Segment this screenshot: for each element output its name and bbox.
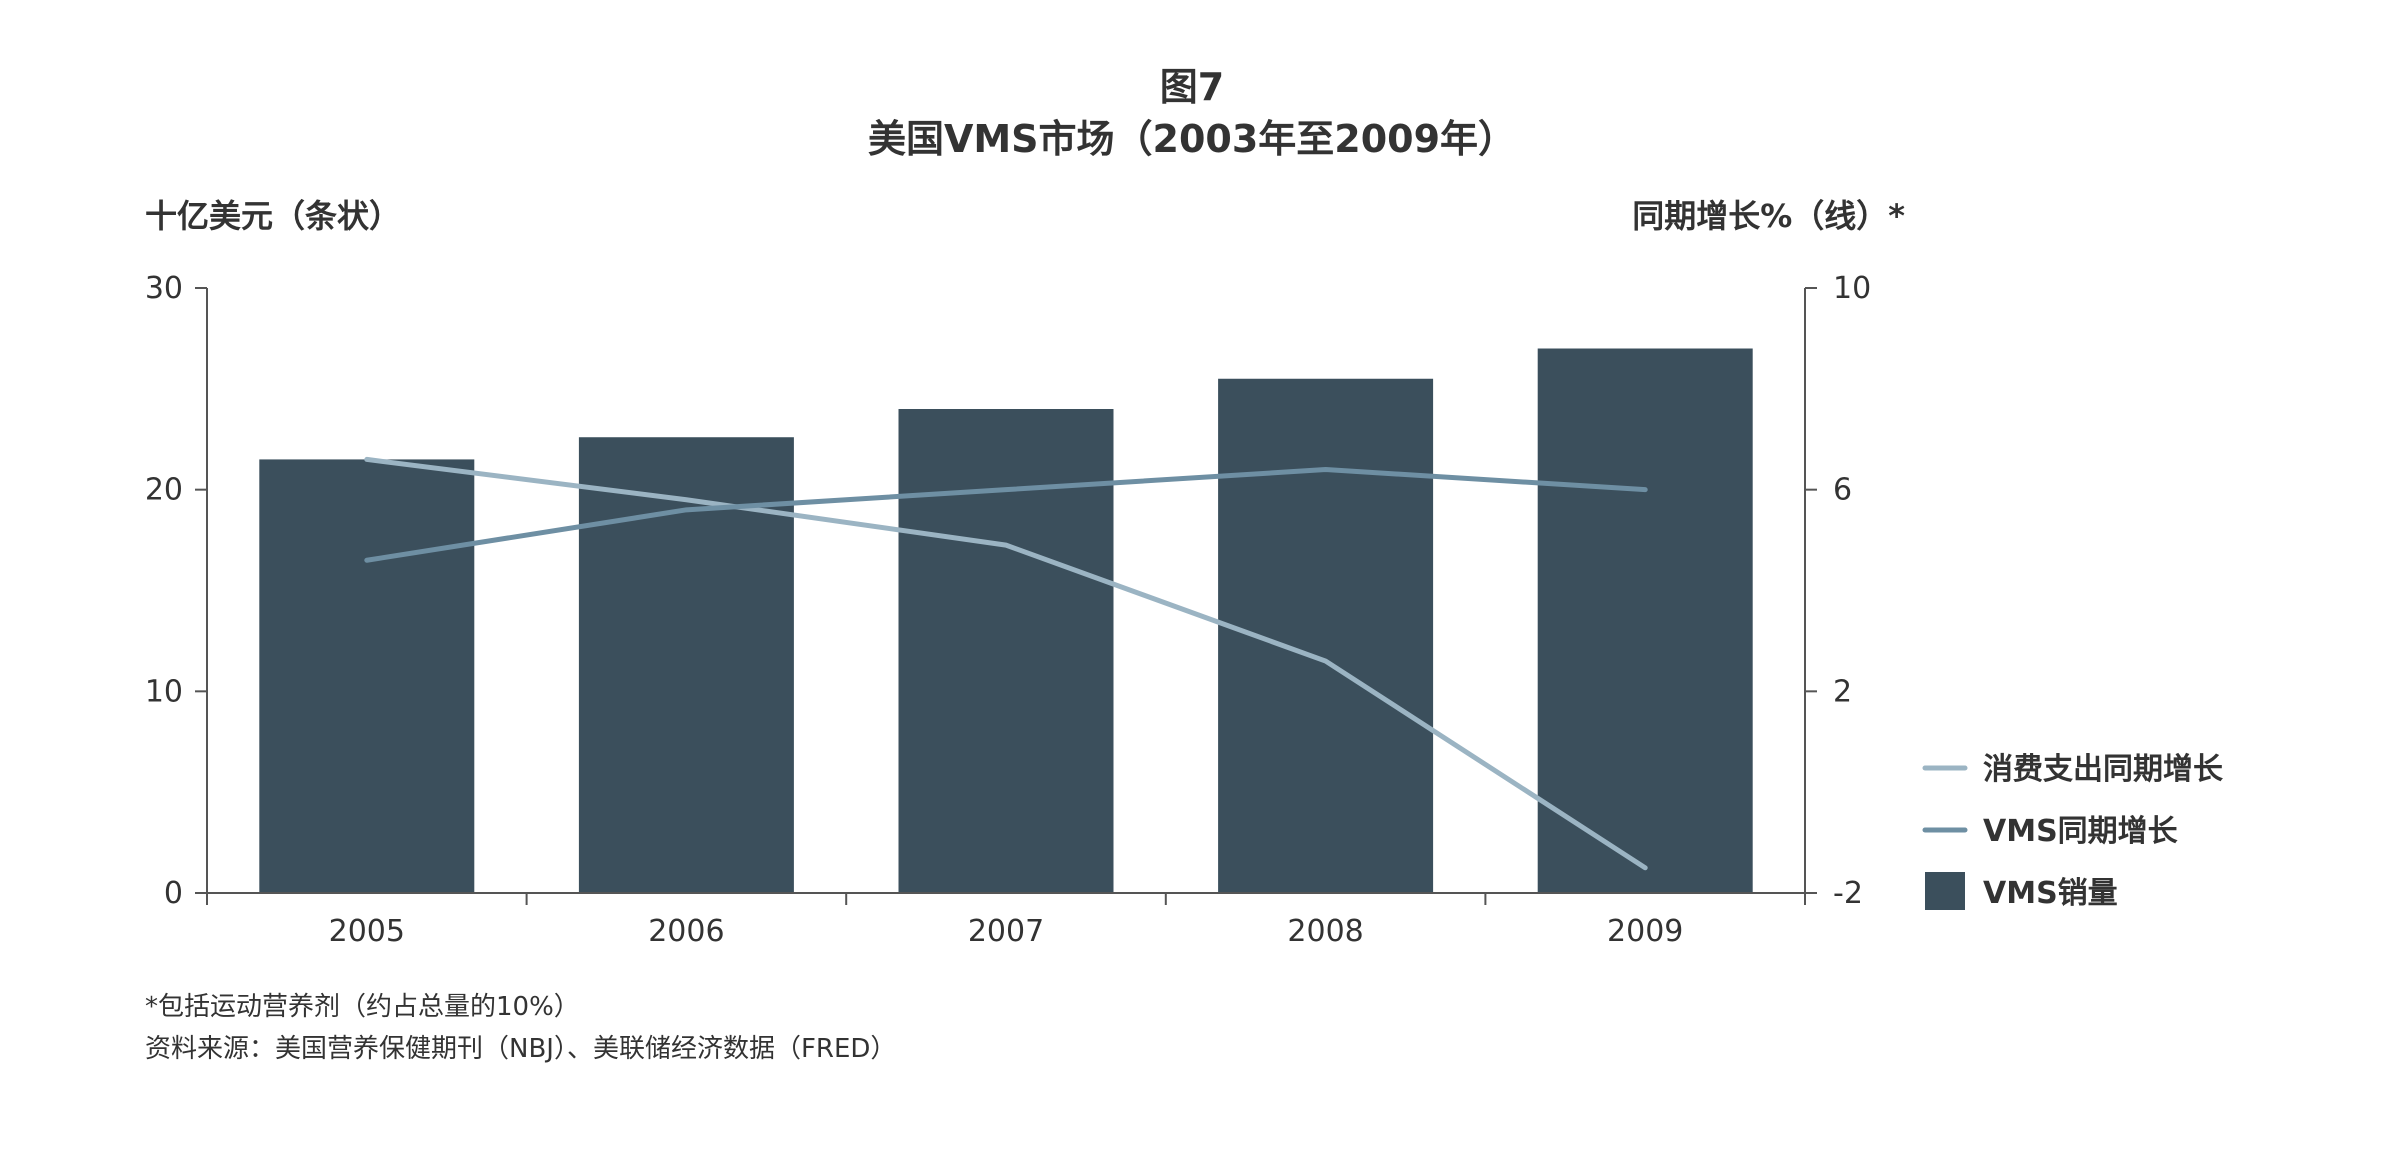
chart-subtitle: 美国VMS市场（2003年至2009年） xyxy=(868,117,1516,161)
bar-2005 xyxy=(259,459,475,893)
axes-layer: 0 10 20 30 -2 2 6 10 2005 2006 2007 2008 2009 xyxy=(145,271,1871,949)
bar-2006 xyxy=(578,437,794,893)
legend-label: VMS同期增长 xyxy=(1983,814,2178,849)
x-tick-label: 2006 xyxy=(648,914,724,949)
left-tick-label: 10 xyxy=(145,674,183,709)
line-消费支出同期增长 xyxy=(364,456,1648,871)
lines-layer xyxy=(364,456,1648,871)
x-tick-label: 2009 xyxy=(1607,914,1683,949)
bars-layer xyxy=(259,348,1753,893)
left-tick-label: 30 xyxy=(145,271,183,306)
x-tick-label: 2007 xyxy=(968,914,1044,949)
x-tick-label: 2008 xyxy=(1287,914,1363,949)
right-tick-label: 6 xyxy=(1833,473,1852,508)
right-tick-label: 2 xyxy=(1833,674,1852,709)
left-axis-title: 十亿美元（条状） xyxy=(145,197,401,235)
line-VMS同期增长 xyxy=(364,467,1648,563)
footnote: *包括运动营养剂（约占总量的10%） xyxy=(145,992,580,1022)
right-tick-label: -2 xyxy=(1833,876,1863,911)
chart-title: 图7 xyxy=(1160,65,1224,109)
legend-label: 消费支出同期增长 xyxy=(1983,752,2223,787)
legend-swatch-bar xyxy=(1925,872,1965,910)
bar-2009 xyxy=(1537,348,1753,893)
left-tick-label: 20 xyxy=(145,473,183,508)
legend: 消费支出同期增长 VMS同期增长 VMS销量 xyxy=(1922,752,2223,911)
bar-2007 xyxy=(898,409,1114,893)
left-tick-label: 0 xyxy=(164,876,183,911)
source-note: 资料来源：美国营养保健期刊（NBJ）、美联储经济数据（FRED） xyxy=(145,1034,896,1064)
x-tick-label: 2005 xyxy=(329,914,405,949)
legend-label: VMS销量 xyxy=(1983,876,2118,911)
right-axis-title: 同期增长%（线）* xyxy=(1632,197,1905,235)
right-tick-label: 10 xyxy=(1833,271,1871,306)
